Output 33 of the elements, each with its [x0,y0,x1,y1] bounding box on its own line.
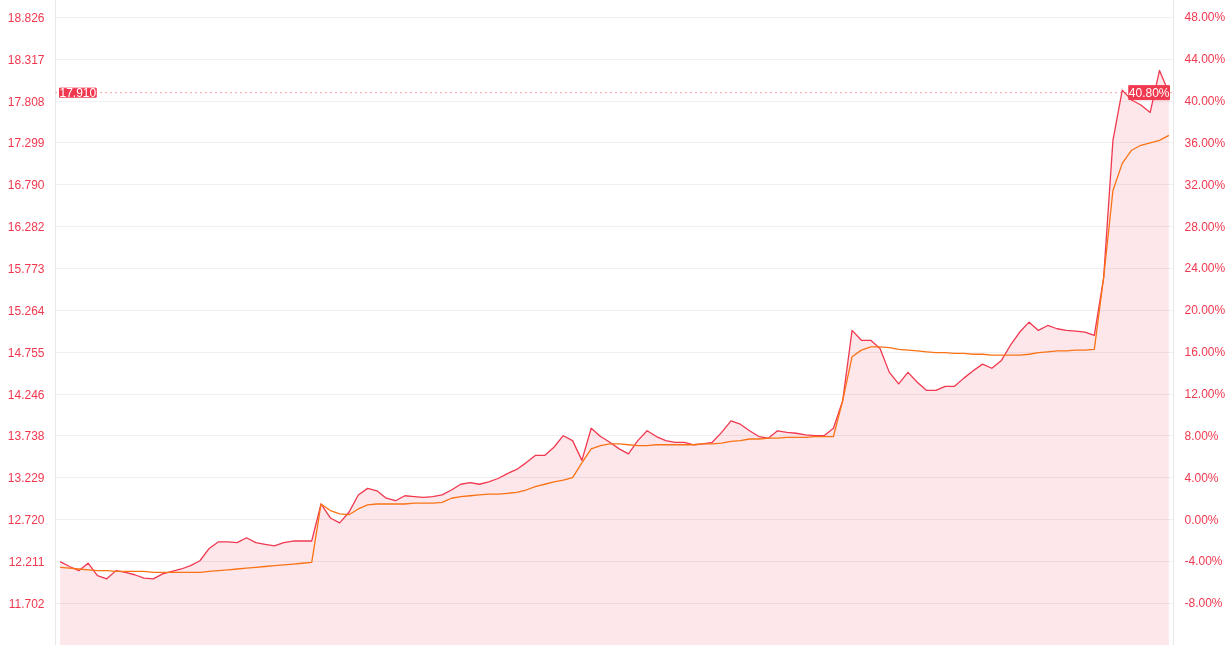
y-tick-label: 11.702 [8,596,45,611]
y-tick-label: 12.720 [7,513,45,528]
y2-tick-label: 12.00% [1184,387,1226,402]
y2-tick-label: 24.00% [1184,261,1226,276]
y2-tick-label: 32.00% [1184,177,1226,192]
y2-tick-label: 20.00% [1184,303,1226,318]
line-series [59,134,1170,573]
y2-tick-label: 28.00% [1184,219,1226,234]
y-tick-label: 18.317 [7,52,45,67]
y2-tick-label: 0.00% [1184,512,1219,527]
ref-line-label: 17.910 [59,86,97,101]
y2-tick-label: 44.00% [1184,52,1226,67]
y2-tick-label: 4.00% [1184,470,1219,485]
y-tick-label: 17.299 [7,136,45,151]
y-tick-label: 13.229 [7,471,45,486]
y2-tick-label: -8.00% [1184,596,1223,611]
annotation: 40.80% [1128,85,1170,100]
y-tick-label: 16.790 [7,178,45,193]
y-tick-label: 15.773 [7,261,45,276]
y-tick-label: 14.755 [7,345,45,360]
y2-tick-label: 48.00% [1184,10,1226,25]
y2-tick-label: 8.00% [1184,428,1219,443]
y2-tick-label: 16.00% [1184,345,1226,360]
y-tick-label: 17.808 [7,94,45,109]
y-tick-label: 14.246 [7,387,45,402]
y-tick-label: 15.264 [7,303,45,318]
y2-tick-label: -4.00% [1184,554,1223,569]
y-tick-label: 16.282 [7,220,45,235]
y2-tick-label: 40.00% [1184,93,1226,108]
y2-tick-label: 36.00% [1184,135,1226,150]
y-tick-label: 18.826 [7,10,45,25]
y-tick-label: 12.211 [8,555,45,569]
y-tick-label: 13.738 [7,429,45,444]
